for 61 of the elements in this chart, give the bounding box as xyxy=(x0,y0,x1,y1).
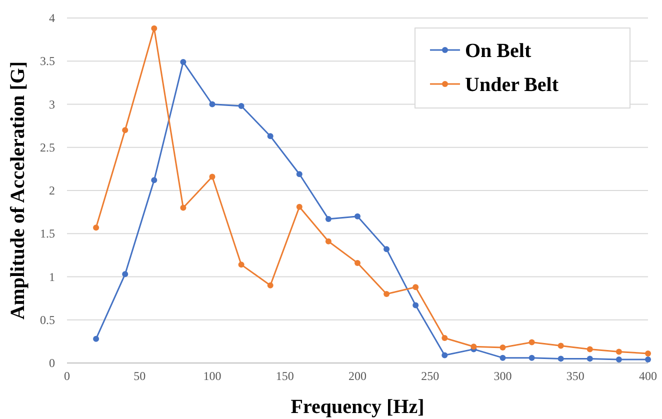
point xyxy=(500,354,506,361)
y-tick-label: 2 xyxy=(49,184,55,198)
point xyxy=(384,291,390,297)
point xyxy=(151,25,158,32)
x-tick-label: 0 xyxy=(64,369,70,383)
point xyxy=(325,238,332,244)
point xyxy=(442,334,448,341)
point xyxy=(122,271,128,278)
point xyxy=(354,213,360,220)
point xyxy=(267,133,274,140)
legend-label: Under Belt xyxy=(465,74,559,96)
point xyxy=(122,127,128,134)
y-tick-label: 3.5 xyxy=(40,54,55,68)
x-tick-label: 150 xyxy=(276,369,294,383)
legend-label: On Belt xyxy=(465,40,532,62)
point xyxy=(645,356,651,363)
x-tick-label: 250 xyxy=(421,369,440,383)
point xyxy=(412,302,419,308)
point xyxy=(384,246,390,252)
point xyxy=(616,348,622,355)
point xyxy=(528,354,535,361)
x-tick-label: 200 xyxy=(348,369,366,383)
point xyxy=(470,344,477,350)
point xyxy=(238,262,244,268)
y-tick-label: 0.5 xyxy=(40,312,55,327)
point xyxy=(238,102,244,109)
y-tick-label: 1.5 xyxy=(40,226,55,241)
x-axis-title: Frequency [Hz] xyxy=(290,396,424,418)
y-tick-label: 3 xyxy=(49,97,55,112)
x-tick-label: 100 xyxy=(203,369,222,383)
y-axis-title: Amplitude of Acceleration [G] xyxy=(7,61,29,320)
point xyxy=(151,177,158,184)
point xyxy=(412,284,419,290)
point xyxy=(354,260,360,266)
point xyxy=(528,339,535,346)
point xyxy=(267,282,274,288)
point xyxy=(180,204,186,211)
point xyxy=(586,356,593,362)
point xyxy=(296,171,302,178)
point xyxy=(442,352,448,358)
x-tick-label: 350 xyxy=(566,369,584,383)
point xyxy=(558,356,564,362)
y-tick-label: 4 xyxy=(49,11,55,25)
point xyxy=(93,336,100,342)
point xyxy=(209,101,216,108)
point xyxy=(558,342,564,349)
y-tick-label: 0 xyxy=(49,356,55,370)
x-tick-label: 50 xyxy=(134,369,146,383)
y-tick-label: 2.5 xyxy=(40,140,55,154)
point xyxy=(93,224,100,231)
point xyxy=(616,356,622,363)
point xyxy=(645,350,651,357)
x-tick-label: 300 xyxy=(494,369,512,383)
point xyxy=(586,346,593,352)
point xyxy=(325,216,332,222)
point xyxy=(209,174,216,180)
x-tick-label: 400 xyxy=(639,369,657,383)
point xyxy=(180,58,186,65)
point xyxy=(296,204,302,210)
y-tick-label: 1 xyxy=(49,270,55,284)
point xyxy=(500,344,506,350)
